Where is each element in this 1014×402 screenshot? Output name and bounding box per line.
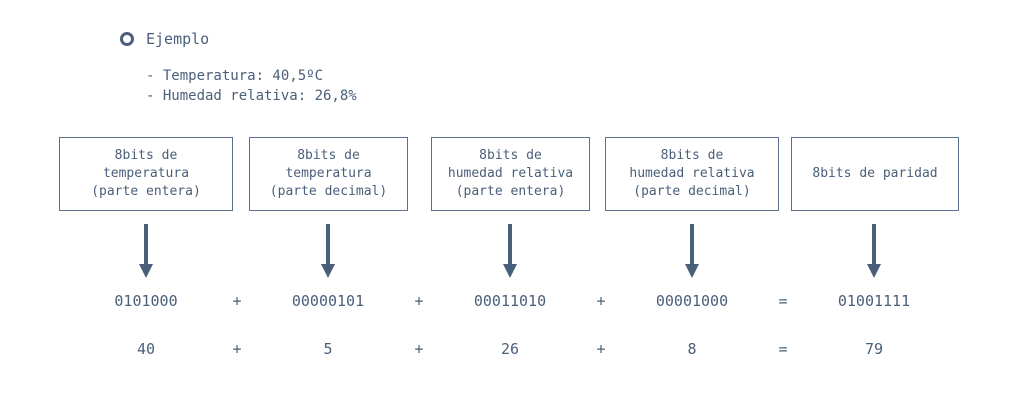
binary-humidity-decimal: 00001000 <box>655 292 729 310</box>
decimal-temperature-integer: 40 <box>136 340 156 358</box>
arrow-down-icon <box>503 224 517 279</box>
equals-operator: = <box>778 340 788 358</box>
arrow-down-icon <box>867 224 881 279</box>
box-temperature-integer: 8bits de temperatura (parte entera) <box>59 137 233 211</box>
plus-operator: + <box>232 292 242 310</box>
equals-operator: = <box>778 292 788 310</box>
box-parity: 8bits de paridad <box>791 137 959 211</box>
plus-operator: + <box>596 340 606 358</box>
arrow-down-icon <box>139 224 153 279</box>
binary-parity: 01001111 <box>837 292 911 310</box>
arrow-down-icon <box>685 224 699 279</box>
binary-temperature-decimal: 00000101 <box>291 292 365 310</box>
decimal-parity: 79 <box>864 340 884 358</box>
plus-operator: + <box>414 340 424 358</box>
plus-operator: + <box>414 292 424 310</box>
box-humidity-decimal: 8bits de humedad relativa (parte decimal… <box>605 137 779 211</box>
plus-operator: + <box>232 340 242 358</box>
box-temperature-decimal: 8bits de temperatura (parte decimal) <box>249 137 408 211</box>
box-humidity-integer: 8bits de humedad relativa (parte entera) <box>431 137 590 211</box>
temperature-line: - Temperatura: 40,5ºC <box>146 68 324 84</box>
plus-operator: + <box>596 292 606 310</box>
example-heading: Ejemplo <box>146 30 210 48</box>
binary-humidity-integer: 00011010 <box>473 292 547 310</box>
decimal-temperature-decimal: 5 <box>323 340 333 358</box>
humidity-line: - Humedad relativa: 26,8% <box>146 88 357 104</box>
decimal-humidity-decimal: 8 <box>687 340 697 358</box>
arrow-down-icon <box>321 224 335 279</box>
decimal-humidity-integer: 26 <box>500 340 520 358</box>
binary-temperature-integer: 0101000 <box>114 292 178 310</box>
example-bullet-row: Ejemplo <box>120 30 209 48</box>
bullet-icon <box>120 32 134 46</box>
